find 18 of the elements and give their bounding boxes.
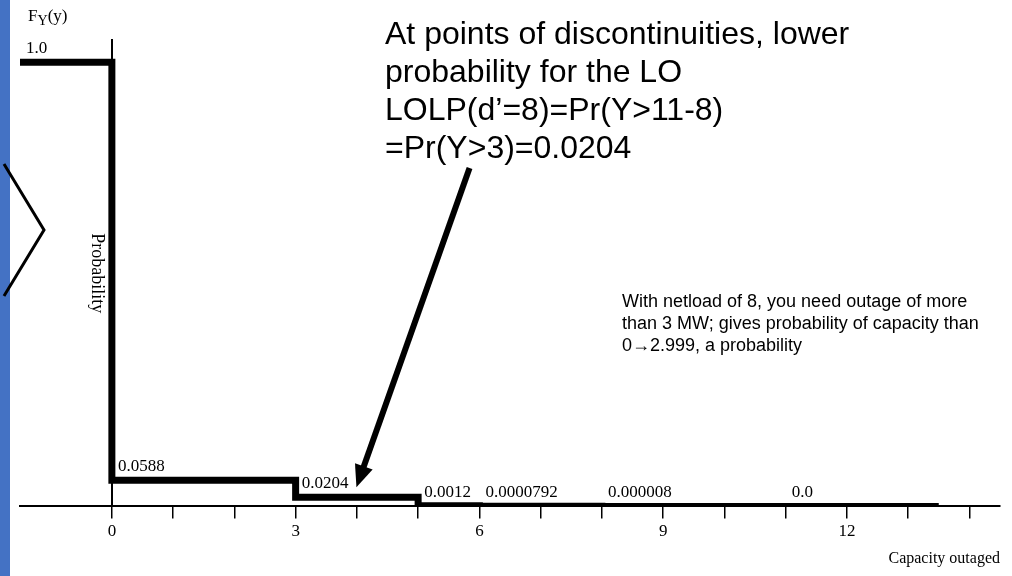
y-axis-title: Probability — [88, 233, 109, 314]
annotation: LOLP(d’=8)=Pr(Y>11-8) =Pr(Y>3)=0.0204 — [385, 90, 725, 166]
x-tick-label: 0 — [107, 521, 117, 541]
x-tick-label: 9 — [658, 521, 668, 541]
data-label: 0.0000792 — [485, 482, 558, 502]
annotation: With netload of 8, you need outage of more than 3 MW; gives probability of capacity than 0→2.999, a probability — [622, 290, 980, 356]
annotation: At points of discontinuities, lower probability for the LO — [385, 14, 851, 90]
x-tick-label: 3 — [291, 521, 300, 541]
x-axis-title: Capacity outaged — [888, 548, 1000, 567]
x-tick-label: 6 — [475, 521, 484, 541]
data-label: 0.0588 — [117, 456, 165, 476]
data-label: 0.0204 — [301, 473, 349, 493]
chart-title: F$_{Y}$(y) — [28, 6, 68, 30]
data-label: 0.0012 — [424, 481, 471, 501]
data-label: 0.000008 — [607, 482, 672, 502]
data-label: 1.0 — [26, 38, 48, 58]
data-label: 0.0 — [791, 482, 813, 502]
x-tick-label: 12 — [838, 521, 856, 541]
